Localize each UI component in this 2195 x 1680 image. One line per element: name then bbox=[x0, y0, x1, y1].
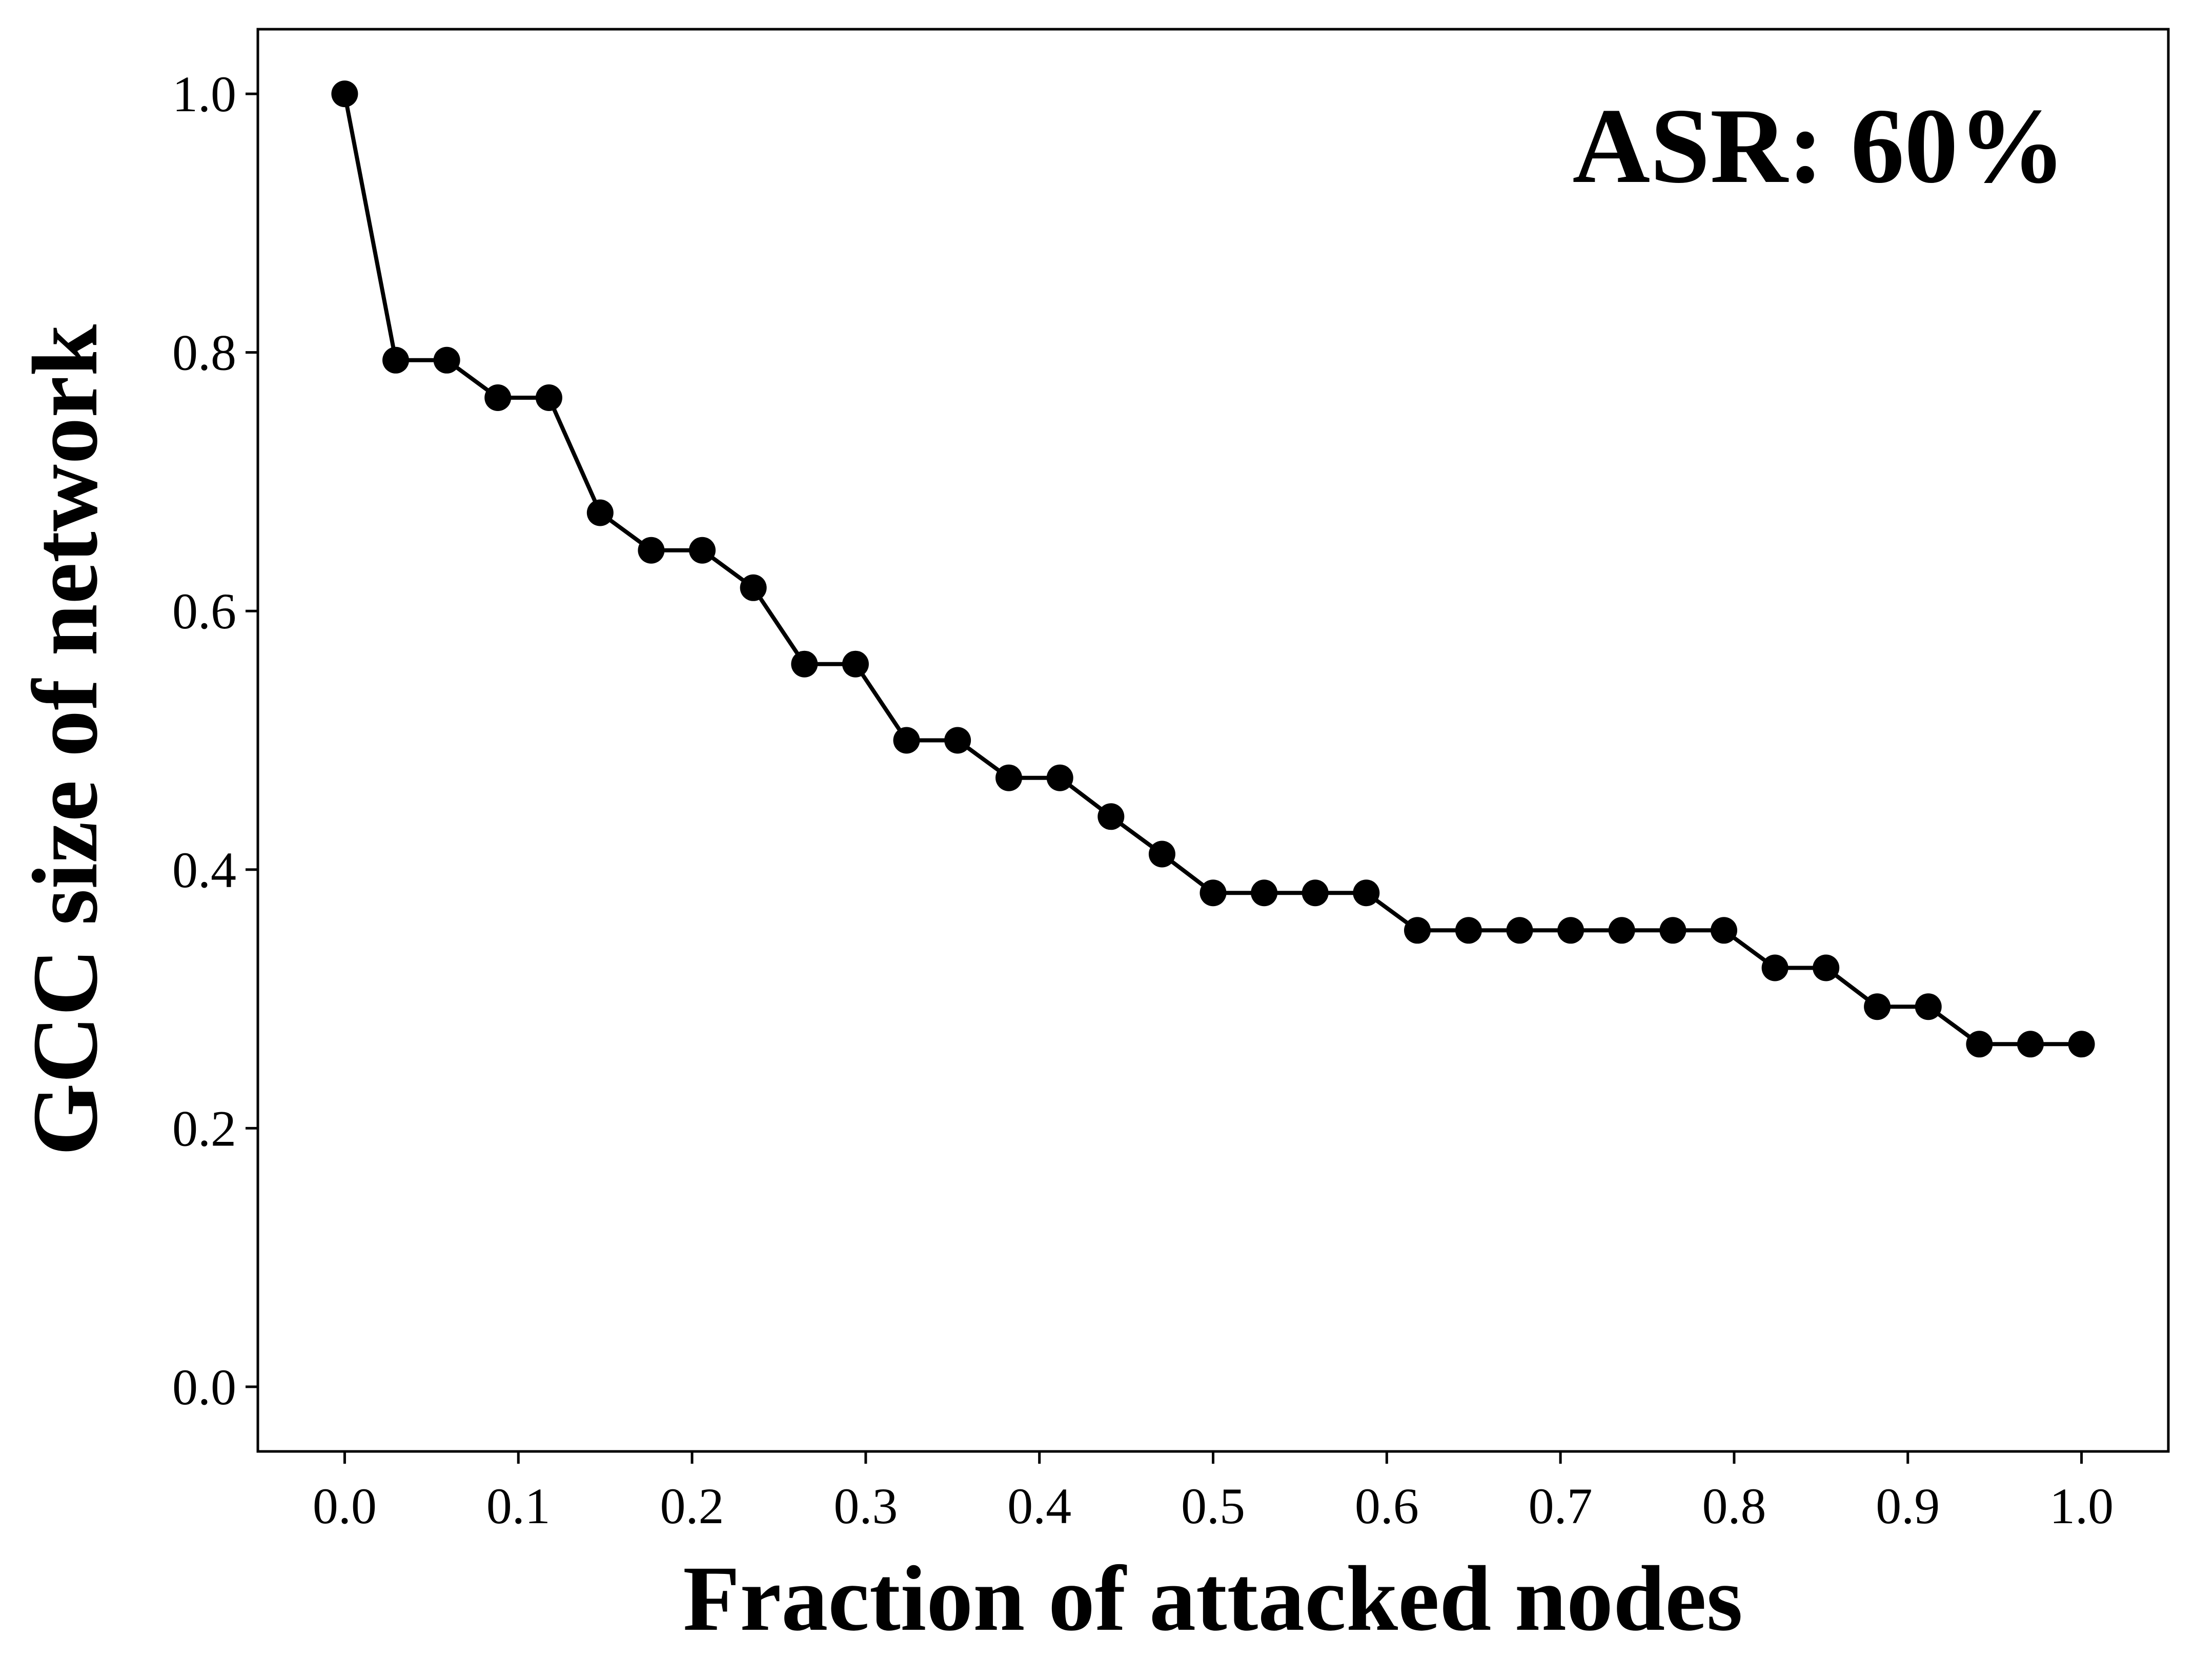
x-tick-label: 0.0 bbox=[313, 1478, 377, 1534]
data-point bbox=[995, 764, 1022, 791]
data-point bbox=[1200, 879, 1227, 907]
y-tick-label: 0.4 bbox=[172, 842, 236, 898]
data-point bbox=[1353, 879, 1380, 907]
data-point bbox=[1659, 917, 1686, 944]
data-point bbox=[535, 384, 562, 411]
x-tick-label: 1.0 bbox=[2049, 1478, 2113, 1534]
data-point bbox=[1711, 917, 1737, 944]
plot-area bbox=[256, 28, 2170, 1453]
data-point bbox=[842, 650, 869, 678]
data-point bbox=[1506, 917, 1533, 944]
y-tick-label: 0.2 bbox=[172, 1100, 236, 1157]
data-point bbox=[2068, 1031, 2095, 1058]
data-point bbox=[740, 574, 767, 601]
data-point bbox=[484, 384, 512, 411]
data-point bbox=[893, 727, 920, 754]
data-point bbox=[1761, 954, 1788, 981]
data-point bbox=[1608, 917, 1635, 944]
asr-annotation: ASR: 60% bbox=[1572, 87, 2066, 206]
data-point bbox=[586, 499, 614, 526]
series-markers bbox=[331, 80, 2095, 1058]
x-tick-label: 0.3 bbox=[834, 1478, 898, 1534]
x-tick-label: 0.4 bbox=[1007, 1478, 1071, 1534]
data-point bbox=[1046, 764, 1073, 791]
data-point bbox=[1251, 879, 1278, 907]
data-point bbox=[1915, 993, 1942, 1020]
x-tick-label: 0.7 bbox=[1529, 1478, 1593, 1534]
y-axis-ticks: 0.0 0.2 0.4 0.6 0.8 1.0 bbox=[172, 66, 258, 1416]
y-tick-label: 0.8 bbox=[172, 324, 236, 381]
y-axis-label: GCC size of network bbox=[14, 324, 117, 1156]
data-point bbox=[1098, 803, 1125, 830]
data-point bbox=[1813, 954, 1840, 981]
x-tick-label: 0.1 bbox=[486, 1478, 551, 1534]
data-point bbox=[1302, 879, 1329, 907]
x-tick-label: 0.2 bbox=[660, 1478, 724, 1534]
data-point bbox=[433, 346, 460, 374]
data-point bbox=[1404, 917, 1431, 944]
data-point bbox=[1455, 917, 1482, 944]
data-point bbox=[791, 650, 818, 678]
data-point bbox=[638, 537, 665, 564]
x-axis-label: Fraction of attacked nodes bbox=[683, 1547, 1743, 1650]
x-tick-label: 0.8 bbox=[1702, 1478, 1766, 1534]
data-point bbox=[1557, 917, 1584, 944]
data-point bbox=[331, 80, 358, 108]
data-point bbox=[382, 346, 409, 374]
y-tick-label: 0.0 bbox=[172, 1359, 236, 1416]
data-point bbox=[1864, 993, 1891, 1020]
x-tick-label: 0.6 bbox=[1355, 1478, 1419, 1534]
data-point bbox=[1966, 1031, 1993, 1058]
x-axis-ticks: 0.0 0.1 0.2 0.3 0.4 0.5 0.6 0.7 0.8 0.9 1.0 bbox=[313, 1451, 2113, 1534]
y-tick-label: 0.6 bbox=[172, 583, 236, 640]
data-point bbox=[944, 727, 971, 754]
data-point bbox=[689, 537, 716, 564]
x-tick-label: 0.9 bbox=[1876, 1478, 1940, 1534]
y-tick-label: 1.0 bbox=[172, 66, 236, 122]
data-point bbox=[1148, 841, 1175, 868]
data-point bbox=[2017, 1031, 2044, 1058]
x-tick-label: 0.5 bbox=[1181, 1478, 1245, 1534]
